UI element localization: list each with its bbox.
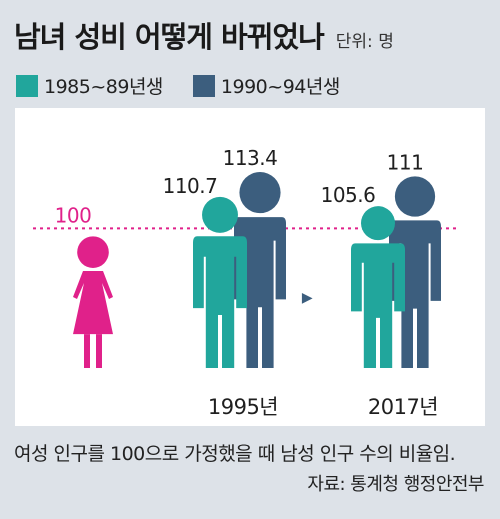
category-label-0: 1995년 xyxy=(208,395,278,419)
data-label-series1-0: 110.7 xyxy=(163,174,218,198)
legend-label-series1: 1985~89년생 xyxy=(44,76,163,98)
legend-item-series2: 1990~94년생 xyxy=(192,72,340,99)
bar-series1-0-body xyxy=(193,236,247,368)
category-label-1: 2017년 xyxy=(368,395,438,419)
title-row: 남녀 성비 어떻게 바뀌었나 단위: 명 xyxy=(14,14,394,56)
female-figure-icon-leg-left xyxy=(84,334,90,368)
legend-swatch-series1 xyxy=(16,74,38,97)
bar-series1-1 xyxy=(351,206,405,368)
data-label-series2-0: 113.4 xyxy=(223,146,278,170)
legend: 1985~89년생 1990~94년생 xyxy=(16,72,370,99)
female-figure-icon-head xyxy=(77,236,109,268)
bar-series1-1-head xyxy=(361,206,395,241)
legend-label-series2: 1990~94년생 xyxy=(220,76,340,98)
footnote: 여성 인구를 100으로 가정했을 때 남성 인구 수의 비율임. xyxy=(14,443,456,465)
legend-item-series1: 1985~89년생 xyxy=(16,72,163,99)
female-figure-icon-dress xyxy=(73,270,113,335)
data-label-series2-1: 111 xyxy=(387,150,424,174)
unit-label: 단위: 명 xyxy=(335,32,394,52)
female-figure-icon-leg-right xyxy=(96,334,102,368)
chart-title: 남녀 성비 어떻게 바뀌었나 xyxy=(14,20,325,54)
chart-panel: 100 113.4 110.7 1995년 111 105.6 2017년 ▶ xyxy=(15,108,485,426)
bar-series1-0-head xyxy=(202,196,238,233)
bar-series1-0 xyxy=(193,196,247,368)
female-figure-icon xyxy=(73,236,113,368)
bar-series1-1-body xyxy=(351,243,405,368)
bar-series2-1-head xyxy=(394,176,436,217)
bar-series2-0-head xyxy=(239,172,281,214)
legend-swatch-series2 xyxy=(192,74,215,97)
baseline-label: 100 xyxy=(55,203,92,227)
data-label-series1-1: 105.6 xyxy=(321,183,376,207)
arrow-icon: ▶ xyxy=(302,290,313,306)
source-note: 자료: 통계청 행정안전부 xyxy=(307,474,484,495)
